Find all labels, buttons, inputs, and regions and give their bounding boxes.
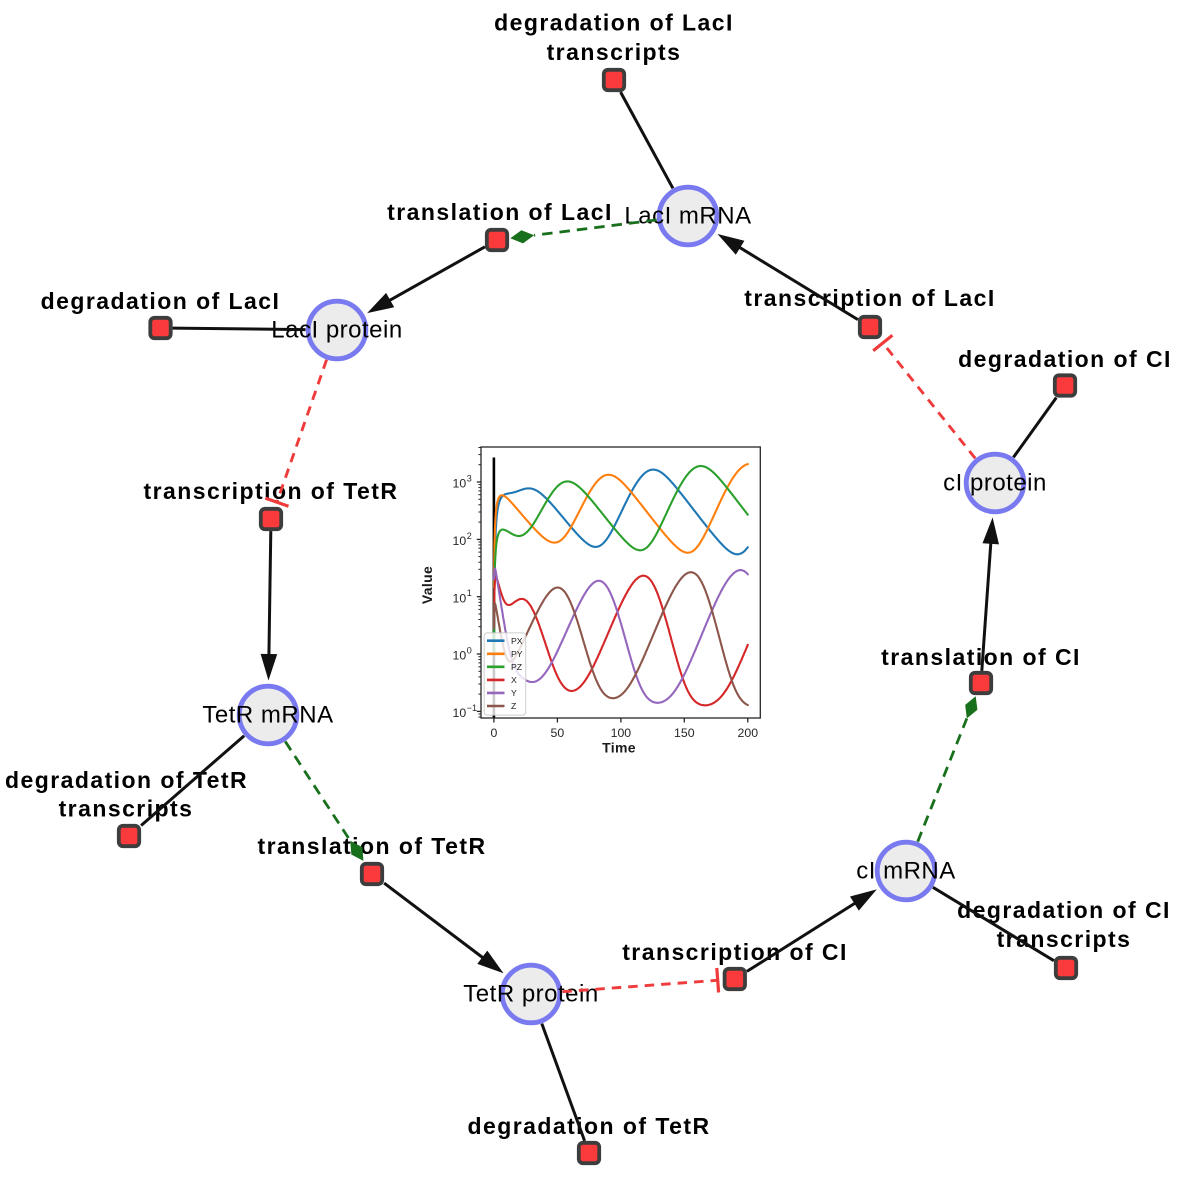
svg-text:transcription of CI: transcription of CI [622, 939, 848, 965]
svg-text:10: 10 [453, 591, 467, 605]
svg-text:LacI mRNA: LacI mRNA [624, 203, 751, 230]
svg-text:PX: PX [511, 636, 523, 646]
svg-text:degradation of LacI: degradation of LacI [494, 10, 734, 36]
svg-text:TetR mRNA: TetR mRNA [202, 702, 333, 729]
svg-text:transcription of LacI: transcription of LacI [744, 285, 996, 311]
svg-text:translation of TetR: translation of TetR [257, 833, 486, 859]
svg-text:2: 2 [467, 531, 472, 541]
svg-text:degradation of LacI: degradation of LacI [41, 288, 281, 314]
svg-text:translation of CI: translation of CI [881, 644, 1081, 670]
svg-text:10: 10 [453, 477, 467, 491]
svg-text:100: 100 [611, 726, 632, 740]
svg-text:Time: Time [602, 740, 636, 756]
svg-text:Y: Y [511, 688, 517, 698]
svg-text:TetR protein: TetR protein [463, 981, 598, 1008]
svg-text:50: 50 [551, 726, 565, 740]
svg-text:0: 0 [490, 726, 497, 740]
svg-text:degradation of CI: degradation of CI [958, 346, 1172, 372]
svg-text:X: X [511, 675, 517, 685]
svg-text:10: 10 [453, 534, 467, 548]
svg-text:cI mRNA: cI mRNA [856, 858, 956, 885]
svg-text:translation of LacI: translation of LacI [387, 199, 613, 225]
svg-text:Z: Z [511, 701, 517, 711]
svg-text:1: 1 [467, 588, 472, 598]
svg-text:cI protein: cI protein [943, 470, 1047, 497]
svg-text:10: 10 [453, 649, 467, 663]
svg-text:degradation of TetR: degradation of TetR [5, 767, 248, 793]
svg-text:3: 3 [467, 474, 472, 484]
svg-text:0: 0 [467, 646, 472, 656]
svg-text:150: 150 [674, 726, 695, 740]
svg-text:transcripts: transcripts [547, 39, 682, 65]
svg-text:Value: Value [419, 566, 435, 604]
svg-text:PY: PY [511, 649, 523, 659]
svg-text:−1: −1 [467, 703, 477, 713]
svg-text:degradation of CI: degradation of CI [957, 897, 1171, 923]
svg-text:10: 10 [453, 706, 467, 720]
svg-text:PZ: PZ [511, 662, 523, 672]
svg-text:degradation of TetR: degradation of TetR [467, 1113, 710, 1139]
svg-text:200: 200 [738, 726, 759, 740]
